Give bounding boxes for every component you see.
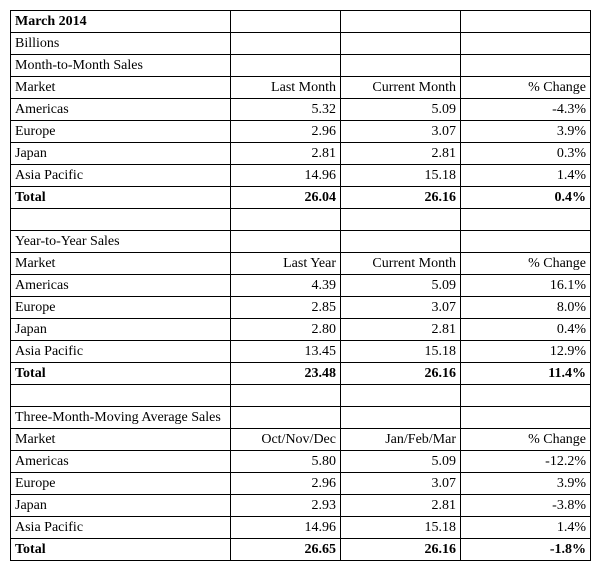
value-a-cell: 5.80 bbox=[231, 451, 341, 473]
col-header-a: Last Month bbox=[231, 77, 341, 99]
data-row: Asia Pacific14.9615.181.4% bbox=[11, 165, 591, 187]
total-row: Total23.4826.1611.4% bbox=[11, 363, 591, 385]
value-b-cell: 2.81 bbox=[341, 143, 461, 165]
market-cell: Japan bbox=[11, 143, 231, 165]
value-b-cell: 3.07 bbox=[341, 473, 461, 495]
pct-cell: 0.3% bbox=[461, 143, 591, 165]
market-cell: Japan bbox=[11, 495, 231, 517]
section-title-row: Year-to-Year Sales bbox=[11, 231, 591, 253]
sales-table: March 2014BillionsMonth-to-Month SalesMa… bbox=[10, 10, 591, 561]
pct-cell: -4.3% bbox=[461, 99, 591, 121]
col-header-pct: % Change bbox=[461, 429, 591, 451]
value-a-cell: 2.93 bbox=[231, 495, 341, 517]
market-cell: Japan bbox=[11, 319, 231, 341]
market-cell: Europe bbox=[11, 121, 231, 143]
value-b-cell: 15.18 bbox=[341, 341, 461, 363]
data-row: Japan2.932.81-3.8% bbox=[11, 495, 591, 517]
pct-cell: -12.2% bbox=[461, 451, 591, 473]
total-row: Total26.0426.160.4% bbox=[11, 187, 591, 209]
data-row: Asia Pacific13.4515.1812.9% bbox=[11, 341, 591, 363]
total-b: 26.16 bbox=[341, 539, 461, 561]
pct-cell: 8.0% bbox=[461, 297, 591, 319]
unit-row: Billions bbox=[11, 33, 591, 55]
pct-cell: -3.8% bbox=[461, 495, 591, 517]
market-cell: Americas bbox=[11, 99, 231, 121]
col-header-a: Oct/Nov/Dec bbox=[231, 429, 341, 451]
data-row: Japan2.802.810.4% bbox=[11, 319, 591, 341]
total-label: Total bbox=[11, 187, 231, 209]
pct-cell: 1.4% bbox=[461, 165, 591, 187]
pct-cell: 12.9% bbox=[461, 341, 591, 363]
value-b-cell: 2.81 bbox=[341, 319, 461, 341]
value-a-cell: 2.85 bbox=[231, 297, 341, 319]
data-row: Americas5.805.09-12.2% bbox=[11, 451, 591, 473]
total-pct: -1.8% bbox=[461, 539, 591, 561]
title-row: March 2014 bbox=[11, 11, 591, 33]
col-header-market: Market bbox=[11, 77, 231, 99]
market-cell: Asia Pacific bbox=[11, 165, 231, 187]
section-title-row: Three-Month-Moving Average Sales bbox=[11, 407, 591, 429]
value-a-cell: 2.80 bbox=[231, 319, 341, 341]
market-cell: Asia Pacific bbox=[11, 341, 231, 363]
pct-cell: 0.4% bbox=[461, 319, 591, 341]
total-pct: 11.4% bbox=[461, 363, 591, 385]
col-header-market: Market bbox=[11, 429, 231, 451]
value-a-cell: 14.96 bbox=[231, 165, 341, 187]
pct-cell: 3.9% bbox=[461, 473, 591, 495]
data-row: Europe2.963.073.9% bbox=[11, 473, 591, 495]
data-row: Japan2.812.810.3% bbox=[11, 143, 591, 165]
col-header-pct: % Change bbox=[461, 253, 591, 275]
value-b-cell: 5.09 bbox=[341, 451, 461, 473]
col-header-market: Market bbox=[11, 253, 231, 275]
data-row: Europe2.853.078.0% bbox=[11, 297, 591, 319]
blank-row bbox=[11, 385, 591, 407]
data-row: Europe2.963.073.9% bbox=[11, 121, 591, 143]
pct-cell: 16.1% bbox=[461, 275, 591, 297]
total-label: Total bbox=[11, 363, 231, 385]
section-title: Year-to-Year Sales bbox=[11, 231, 231, 253]
market-cell: Europe bbox=[11, 473, 231, 495]
total-b: 26.16 bbox=[341, 363, 461, 385]
value-a-cell: 13.45 bbox=[231, 341, 341, 363]
value-a-cell: 2.96 bbox=[231, 473, 341, 495]
col-header-b: Current Month bbox=[341, 253, 461, 275]
value-b-cell: 15.18 bbox=[341, 165, 461, 187]
value-b-cell: 5.09 bbox=[341, 99, 461, 121]
total-row: Total26.6526.16-1.8% bbox=[11, 539, 591, 561]
blank-row bbox=[11, 209, 591, 231]
header-row: MarketOct/Nov/DecJan/Feb/Mar% Change bbox=[11, 429, 591, 451]
value-a-cell: 5.32 bbox=[231, 99, 341, 121]
report-title: March 2014 bbox=[11, 11, 231, 33]
total-a: 26.65 bbox=[231, 539, 341, 561]
total-pct: 0.4% bbox=[461, 187, 591, 209]
value-b-cell: 3.07 bbox=[341, 297, 461, 319]
total-a: 23.48 bbox=[231, 363, 341, 385]
col-header-pct: % Change bbox=[461, 77, 591, 99]
market-cell: Americas bbox=[11, 451, 231, 473]
total-label: Total bbox=[11, 539, 231, 561]
data-row: Americas5.325.09-4.3% bbox=[11, 99, 591, 121]
section-title: Month-to-Month Sales bbox=[11, 55, 231, 77]
pct-cell: 3.9% bbox=[461, 121, 591, 143]
total-a: 26.04 bbox=[231, 187, 341, 209]
data-row: Americas4.395.0916.1% bbox=[11, 275, 591, 297]
value-a-cell: 4.39 bbox=[231, 275, 341, 297]
section-title-row: Month-to-Month Sales bbox=[11, 55, 591, 77]
market-cell: Europe bbox=[11, 297, 231, 319]
value-a-cell: 2.96 bbox=[231, 121, 341, 143]
market-cell: Americas bbox=[11, 275, 231, 297]
value-b-cell: 5.09 bbox=[341, 275, 461, 297]
value-b-cell: 2.81 bbox=[341, 495, 461, 517]
total-b: 26.16 bbox=[341, 187, 461, 209]
header-row: MarketLast MonthCurrent Month% Change bbox=[11, 77, 591, 99]
col-header-a: Last Year bbox=[231, 253, 341, 275]
value-b-cell: 3.07 bbox=[341, 121, 461, 143]
col-header-b: Current Month bbox=[341, 77, 461, 99]
header-row: MarketLast YearCurrent Month% Change bbox=[11, 253, 591, 275]
unit-label: Billions bbox=[11, 33, 231, 55]
col-header-b: Jan/Feb/Mar bbox=[341, 429, 461, 451]
value-a-cell: 2.81 bbox=[231, 143, 341, 165]
section-title: Three-Month-Moving Average Sales bbox=[11, 407, 231, 429]
